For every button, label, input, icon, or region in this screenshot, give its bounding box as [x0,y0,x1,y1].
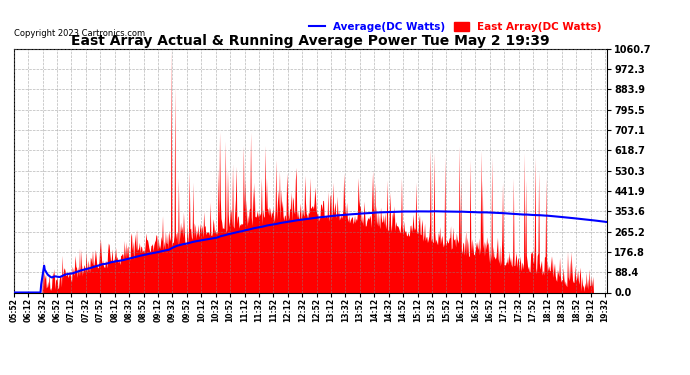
Legend: Average(DC Watts), East Array(DC Watts): Average(DC Watts), East Array(DC Watts) [309,22,602,32]
Text: Copyright 2023 Cartronics.com: Copyright 2023 Cartronics.com [14,29,145,38]
Title: East Array Actual & Running Average Power Tue May 2 19:39: East Array Actual & Running Average Powe… [71,34,550,48]
